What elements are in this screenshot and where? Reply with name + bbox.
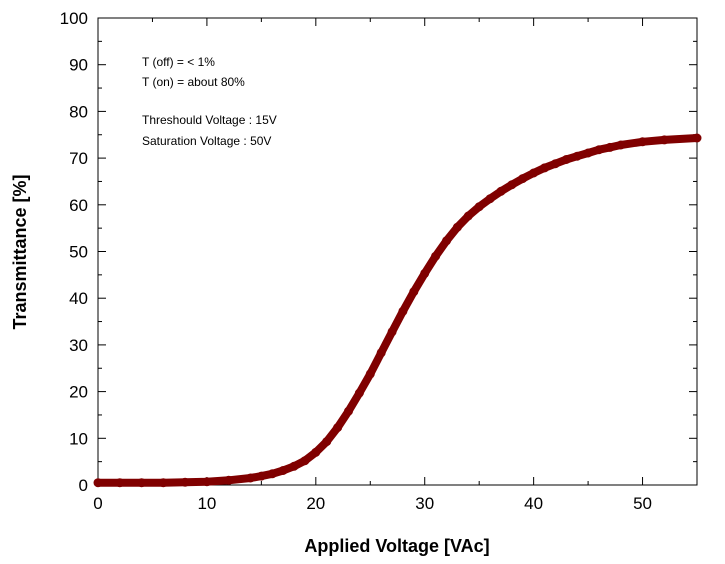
data-point (583, 148, 593, 158)
annotation-t-on: T (on) = about 80% (142, 75, 245, 89)
y-tick-label: 20 (69, 383, 88, 402)
data-point (431, 251, 441, 261)
data-point (561, 155, 571, 164)
data-point (137, 478, 147, 488)
axis-ticks (97, 17, 697, 486)
data-point (529, 168, 539, 178)
data-point (289, 461, 299, 471)
data-point (398, 306, 408, 316)
data-point (246, 473, 255, 483)
data-point (278, 466, 288, 475)
data-point (344, 406, 353, 416)
series-layer (93, 133, 702, 488)
data-point (659, 135, 669, 145)
data-point (452, 222, 462, 232)
y-tick-label: 50 (69, 243, 88, 262)
y-tick-label: 80 (69, 102, 88, 121)
data-point (224, 475, 234, 485)
y-tick-label: 30 (69, 336, 88, 355)
data-point (463, 211, 473, 221)
y-tick-label: 70 (69, 149, 88, 168)
data-point (333, 423, 343, 433)
data-point (616, 140, 626, 150)
data-point (572, 151, 582, 161)
data-point (115, 478, 125, 488)
data-point (420, 268, 430, 278)
series-line (94, 134, 701, 487)
data-point (202, 477, 212, 487)
data-point (311, 447, 321, 457)
x-tick-label: 50 (633, 494, 652, 513)
x-tick-label: 10 (197, 494, 216, 513)
data-point (158, 478, 168, 488)
data-point (409, 287, 419, 297)
y-tick-label: 10 (69, 429, 88, 448)
data-point (605, 142, 615, 152)
data-point (376, 348, 386, 358)
data-point (300, 456, 310, 466)
y-tick-label: 0 (79, 476, 88, 495)
data-point (387, 327, 397, 337)
tick-labels: 0 10 20 30 40 50 0 10 20 30 40 50 60 70 80 90 100 (60, 9, 652, 513)
data-point (550, 159, 560, 169)
data-point (518, 174, 528, 184)
y-tick-label: 60 (69, 196, 88, 215)
x-tick-label: 20 (306, 494, 325, 513)
data-point (365, 369, 375, 379)
annotation-t-off: T (off) = < 1% (142, 55, 215, 69)
data-point (180, 477, 190, 487)
y-tick-label: 90 (69, 56, 88, 75)
x-tick-label: 40 (524, 494, 543, 513)
data-point (540, 163, 549, 173)
y-axis-title: Transmittance [%] (10, 174, 30, 329)
x-tick-label: 30 (415, 494, 434, 513)
data-point (322, 437, 332, 447)
annotation-saturation-voltage: Saturation Voltage : 50V (142, 134, 271, 148)
data-point (594, 145, 604, 155)
data-point (638, 137, 647, 147)
data-point (507, 180, 517, 190)
data-point (267, 469, 277, 479)
data-point (442, 236, 451, 246)
y-tick-label: 100 (60, 9, 88, 28)
data-point (354, 388, 364, 398)
data-point (496, 186, 506, 196)
data-point (256, 471, 266, 481)
x-tick-label: 0 (93, 494, 102, 513)
data-point (93, 478, 103, 488)
y-tick-label: 40 (69, 289, 88, 308)
data-point (474, 202, 484, 212)
x-axis-title: Applied Voltage [VAc] (304, 536, 489, 556)
annotation-threshold-voltage: Threshould Voltage : 15V (142, 113, 277, 127)
data-point (692, 133, 702, 143)
data-point (485, 194, 495, 204)
